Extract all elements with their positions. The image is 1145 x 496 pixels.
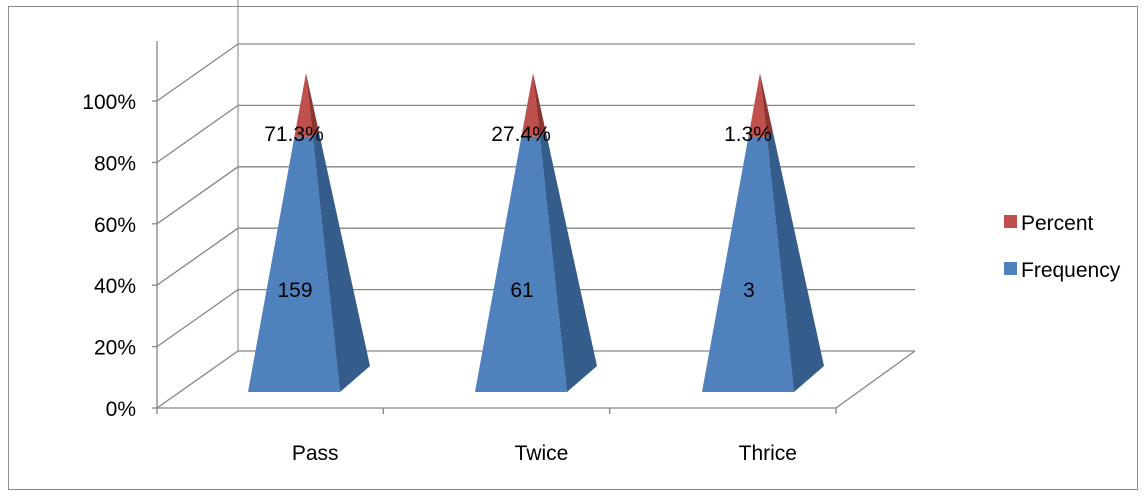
pyramid-percent-side-thrice bbox=[760, 73, 773, 137]
gridline-side bbox=[156, 166, 239, 225]
data-label-percent: 1.3% bbox=[724, 123, 772, 146]
gridline-side bbox=[156, 104, 239, 163]
pyramid-percent-thrice bbox=[748, 73, 767, 137]
data-label-percent: 27.4% bbox=[491, 123, 551, 146]
data-label-frequency: 61 bbox=[510, 279, 533, 302]
x-tick-label: Pass bbox=[292, 442, 339, 465]
pyramid-percent-pass bbox=[294, 73, 313, 137]
pyramid-frequency-thrice bbox=[702, 136, 794, 392]
gridline-side bbox=[156, 43, 239, 102]
pyramid-frequency-side-thrice bbox=[766, 131, 824, 392]
chart-frame bbox=[8, 6, 1138, 490]
y-tick-label: 0% bbox=[106, 398, 136, 421]
pyramid-frequency-twice bbox=[475, 136, 567, 392]
y-tick-label: 80% bbox=[94, 152, 136, 175]
x-tick-label: Thrice bbox=[739, 442, 797, 465]
legend-swatch-frequency bbox=[1004, 262, 1017, 275]
pyramid-percent-side-twice bbox=[533, 73, 546, 137]
pyramid-percent-twice bbox=[521, 73, 540, 137]
y-tick-label: 100% bbox=[82, 91, 136, 114]
x-tick-label: Twice bbox=[515, 442, 569, 465]
legend-label-percent: Percent bbox=[1021, 212, 1094, 235]
y-tick-label: 40% bbox=[94, 275, 136, 298]
gridline-side bbox=[156, 289, 239, 348]
pyramid-frequency-side-pass bbox=[312, 131, 370, 392]
data-label-frequency: 3 bbox=[743, 279, 755, 302]
y-tick-label: 20% bbox=[94, 337, 136, 360]
data-label-percent: 71.3% bbox=[264, 123, 324, 146]
legend-swatch-percent bbox=[1004, 215, 1017, 228]
pyramid-frequency-side-twice bbox=[539, 131, 597, 392]
pyramid-frequency-pass bbox=[248, 136, 340, 392]
floor-right-edge bbox=[835, 350, 916, 409]
y-tick-label: 60% bbox=[94, 214, 136, 237]
gridline-side bbox=[156, 227, 239, 286]
legend-label-frequency: Frequency bbox=[1021, 259, 1121, 282]
pyramid-percent-side-pass bbox=[306, 73, 319, 137]
data-label-frequency: 159 bbox=[277, 279, 312, 302]
gridline-side bbox=[156, 350, 239, 409]
